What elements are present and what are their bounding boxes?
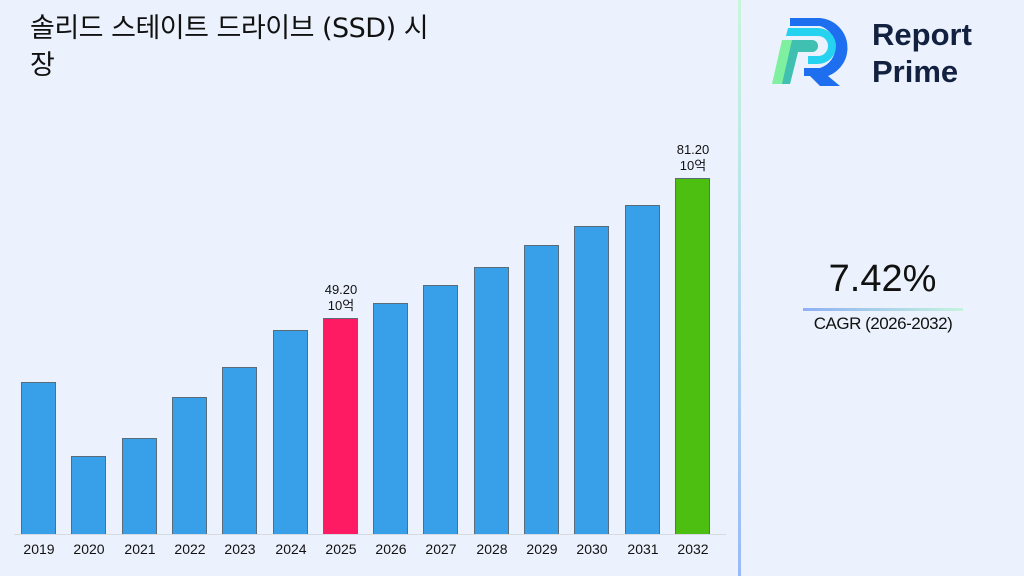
x-tick-label: 2019 <box>23 541 55 557</box>
bar-2028 <box>474 267 509 534</box>
x-tick-label: 2021 <box>124 541 156 557</box>
bar-2026 <box>373 303 408 534</box>
logo-text-report: Report <box>872 17 972 52</box>
x-tick-label: 2031 <box>627 541 659 557</box>
bar-2027 <box>423 285 458 534</box>
panel-divider <box>738 0 741 576</box>
logo-text-prime: Prime <box>872 54 959 89</box>
bar-2020 <box>71 456 106 534</box>
x-tick-label: 2020 <box>73 541 105 557</box>
x-tick-label: 2026 <box>375 541 407 557</box>
cagr-value: 7.42% <box>828 258 937 300</box>
x-tick-label: 2029 <box>526 541 558 557</box>
bar-2024 <box>273 330 308 534</box>
bar-chart: 2019 2020 2021 2022 2023 2024 2025 49.20 10억 2026… <box>14 142 726 557</box>
x-tick-label: 2030 <box>576 541 608 557</box>
report-prime-logo: Report Prime <box>768 14 1008 90</box>
logo-r-icon <box>772 18 848 86</box>
bar-2031 <box>625 205 660 534</box>
x-tick-label: 2032 <box>677 541 709 557</box>
x-tick-label: 2023 <box>224 541 256 557</box>
value-label-2032: 81.20 10억 <box>676 142 710 173</box>
x-tick-label: 2022 <box>174 541 206 557</box>
bar-2032 <box>675 178 710 534</box>
x-tick-label: 2028 <box>476 541 508 557</box>
bar-2023 <box>222 367 257 534</box>
x-tick-label: 2024 <box>275 541 307 557</box>
bar-2029 <box>524 245 559 534</box>
bar-2021 <box>122 438 157 534</box>
cagr-label: CAGR (2026-2032) <box>813 314 953 333</box>
bar-2019 <box>21 382 56 534</box>
x-tick-label: 2027 <box>425 541 457 557</box>
bar-2022 <box>172 397 207 534</box>
x-axis-line <box>14 534 726 535</box>
x-tick-label: 2025 <box>325 541 357 557</box>
bar-2025 <box>323 318 358 534</box>
bar-2030 <box>574 226 609 534</box>
value-label-2025: 49.20 10억 <box>324 282 358 313</box>
cagr-underline <box>803 308 963 311</box>
chart-title: 솔리드 스테이트 드라이브 (SSD) 시장 <box>30 13 429 81</box>
